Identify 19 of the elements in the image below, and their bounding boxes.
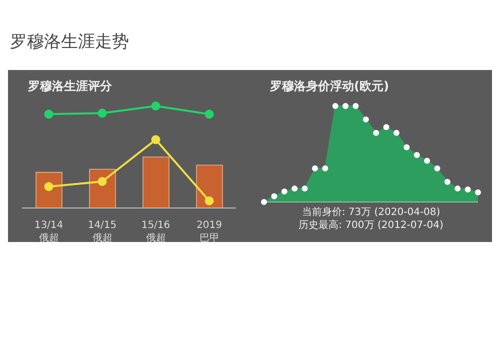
text: 历史最高: 700万 (2012-07-04) — [298, 219, 444, 232]
point — [151, 102, 160, 110]
x-tick-label: 13/14 俄超 — [34, 220, 64, 244]
chart-title: 罗穆洛生涯评分 — [28, 78, 112, 95]
point — [204, 196, 214, 206]
text: 罗穆洛生涯走势 — [9, 31, 130, 54]
x-tick-label: 14/15 俄超 — [88, 220, 117, 244]
chart-title: 罗穆洛身价浮动(欧元) — [270, 78, 389, 95]
point — [151, 135, 160, 144]
point — [44, 110, 54, 119]
x-tick-label: 2019 巴甲 — [196, 220, 222, 244]
bar — [36, 172, 62, 208]
point — [204, 110, 214, 119]
x-tick-label: 15/16 俄超 — [141, 220, 170, 244]
text: 当前身价: 73万 (2020-04-08) — [300, 206, 442, 219]
bar — [196, 164, 223, 208]
point — [98, 108, 107, 118]
point — [98, 176, 107, 186]
bar — [142, 156, 170, 208]
